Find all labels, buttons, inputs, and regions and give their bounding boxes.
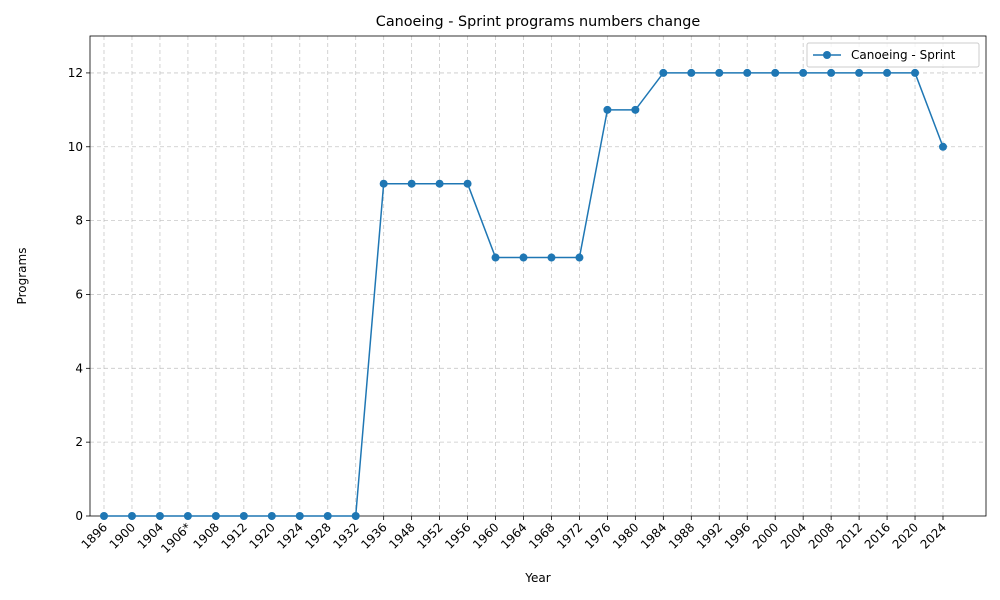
data-point bbox=[715, 68, 724, 77]
data-point bbox=[351, 512, 360, 520]
data-point bbox=[323, 512, 332, 520]
data-point bbox=[435, 179, 444, 188]
y-tick-label: 0 bbox=[75, 509, 83, 523]
data-point bbox=[519, 253, 528, 262]
data-point bbox=[911, 68, 920, 77]
legend-box bbox=[806, 42, 980, 68]
legend: Canoeing - Sprint bbox=[806, 42, 980, 68]
y-tick-label: 10 bbox=[68, 140, 83, 154]
data-point bbox=[547, 253, 556, 262]
data-point bbox=[239, 512, 248, 520]
x-axis-title: Year bbox=[524, 571, 550, 585]
grid bbox=[90, 36, 986, 516]
y-tick-label: 2 bbox=[75, 435, 83, 449]
data-point bbox=[659, 68, 668, 77]
data-point bbox=[939, 142, 947, 151]
data-point bbox=[799, 68, 808, 77]
data-point bbox=[855, 68, 864, 77]
y-tick-label: 8 bbox=[75, 214, 83, 228]
y-axis-title: Programs bbox=[15, 248, 29, 305]
data-point bbox=[827, 68, 836, 77]
data-point bbox=[295, 512, 304, 520]
plot-area-frame bbox=[89, 35, 987, 517]
data-point bbox=[100, 512, 108, 520]
legend-label: Canoeing - Sprint bbox=[851, 48, 956, 62]
data-point bbox=[771, 68, 780, 77]
data-point bbox=[463, 179, 472, 188]
data-point bbox=[183, 512, 192, 520]
y-tick-label: 4 bbox=[75, 361, 83, 375]
data-point bbox=[603, 105, 612, 114]
chart-title: Canoeing - Sprint programs numbers chang… bbox=[376, 14, 701, 30]
data-point bbox=[379, 179, 388, 188]
legend-marker-swatch bbox=[823, 51, 831, 59]
data-point bbox=[407, 179, 416, 188]
y-tick-label: 12 bbox=[68, 66, 83, 80]
data-point bbox=[491, 253, 500, 262]
data-point bbox=[883, 68, 892, 77]
data-point bbox=[631, 105, 640, 114]
series-layer bbox=[100, 68, 947, 520]
data-point bbox=[743, 68, 752, 77]
y-tick-label: 6 bbox=[75, 287, 83, 301]
data-point bbox=[127, 512, 136, 520]
data-point bbox=[687, 68, 696, 77]
data-point bbox=[267, 512, 276, 520]
data-point bbox=[211, 512, 220, 520]
data-point bbox=[155, 512, 164, 520]
data-point bbox=[575, 253, 584, 262]
